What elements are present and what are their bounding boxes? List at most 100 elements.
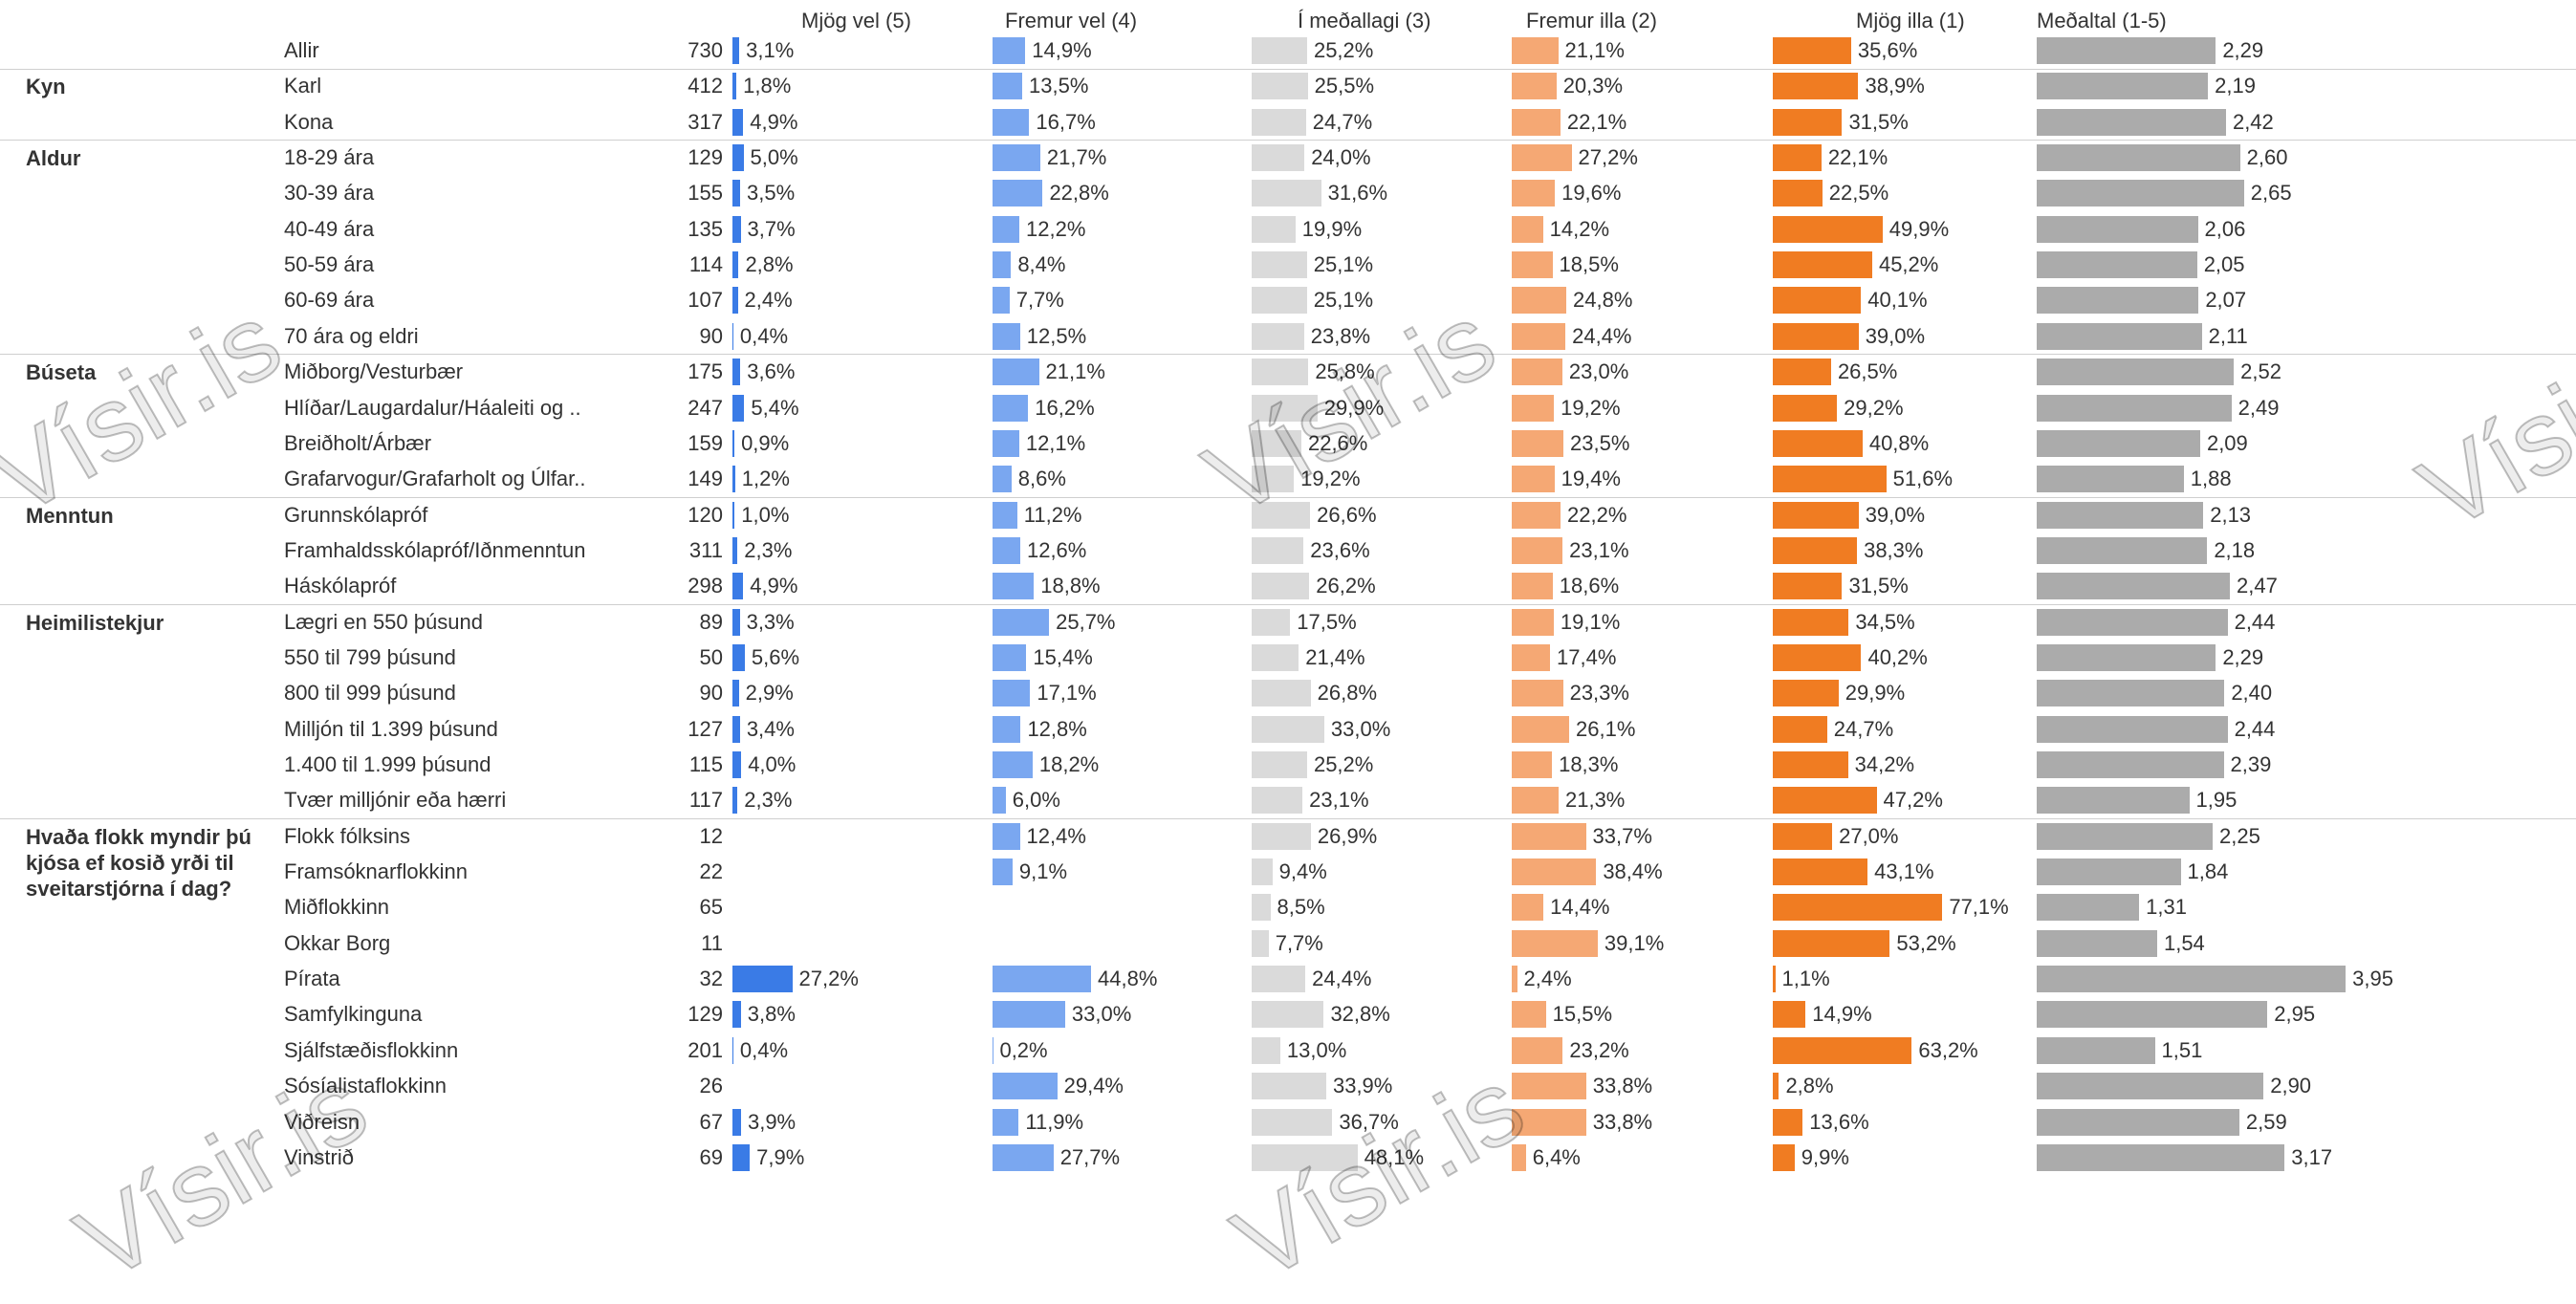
bar — [1512, 215, 1543, 243]
bar — [1252, 394, 1318, 422]
value-label: 0,2% — [999, 1037, 1048, 1062]
row-label: 550 til 799 þúsund — [284, 644, 456, 669]
value-label: 11,2% — [1023, 502, 1082, 527]
row-count: 175 — [688, 359, 723, 384]
bar — [1773, 359, 1831, 386]
bar — [1773, 287, 1862, 315]
bar — [993, 715, 1021, 743]
bar — [1773, 787, 1877, 815]
row-label: 18-29 ára — [284, 145, 375, 170]
value-label: 11,9% — [1025, 1109, 1084, 1134]
value-label: 5,4% — [751, 395, 799, 420]
value-label: 1,0% — [741, 502, 790, 527]
row-label: Framhaldsskólapróf/Iðnmenntun — [284, 537, 586, 562]
value-label: 33,9% — [1332, 1074, 1393, 1098]
value-label: 19,2% — [1561, 395, 1621, 420]
bar — [993, 287, 1010, 315]
column-header: Fremur vel (4) — [1005, 9, 1138, 33]
bar — [1512, 680, 1563, 707]
value-label: 3,1% — [746, 38, 795, 62]
bar — [732, 536, 738, 564]
row-label: Pírata — [284, 967, 340, 991]
bar — [1773, 536, 1858, 564]
bar — [2037, 608, 2228, 636]
bar — [1252, 359, 1309, 386]
row-count: 129 — [688, 145, 723, 170]
value-label: 29,2% — [1844, 395, 1904, 420]
bar — [2037, 322, 2202, 350]
bar — [1252, 251, 1307, 279]
value-label: 25,8% — [1315, 359, 1375, 384]
bar — [993, 144, 1040, 172]
value-label: 27,0% — [1839, 823, 1899, 848]
bar — [1512, 643, 1551, 671]
bar — [732, 1108, 741, 1136]
row-count: 127 — [688, 716, 723, 741]
bar — [993, 858, 1013, 886]
bar — [1773, 501, 1859, 529]
value-label: 16,7% — [1036, 109, 1096, 134]
bar — [1252, 573, 1310, 600]
bar — [993, 751, 1033, 778]
value-label: 6,0% — [1012, 788, 1060, 813]
value-label: 25,1% — [1313, 288, 1374, 313]
bar — [2037, 858, 2181, 886]
bar — [1252, 180, 1321, 207]
row-label: 800 til 999 þúsund — [284, 681, 456, 706]
bar — [1773, 966, 1776, 993]
row-count: 155 — [688, 181, 723, 206]
value-label: 18,3% — [1559, 752, 1619, 776]
value-label: 25,2% — [1313, 752, 1374, 776]
value-label: 48,1% — [1364, 1144, 1425, 1169]
bar — [1252, 215, 1296, 243]
bar — [2037, 215, 2198, 243]
bar — [2037, 1036, 2155, 1064]
value-label: 21,1% — [1564, 38, 1625, 62]
row-label: 40-49 ára — [284, 216, 375, 241]
bar — [1252, 1143, 1358, 1171]
value-label: 2,95 — [2274, 1002, 2316, 1027]
value-label: 2,65 — [2250, 181, 2292, 206]
value-label: 33,0% — [1071, 1002, 1132, 1027]
bar — [1512, 1036, 1563, 1064]
value-label: 77,1% — [1949, 895, 2009, 920]
bar — [732, 1036, 733, 1064]
value-label: 2,09 — [2206, 430, 2248, 455]
group-label: Hvaða flokk myndir þú kjósa ef kosið yrð… — [26, 824, 251, 901]
value-label: 2,3% — [744, 788, 793, 813]
bar — [1252, 787, 1303, 815]
value-label: 2,05 — [2203, 252, 2245, 277]
value-label: 44,8% — [1098, 967, 1158, 991]
value-label: 21,4% — [1305, 644, 1365, 669]
value-label: 39,0% — [1865, 323, 1926, 348]
bar — [732, 359, 741, 386]
bar — [732, 180, 741, 207]
value-label: 7,7% — [1015, 288, 1064, 313]
bar — [1252, 73, 1308, 100]
value-label: 2,40 — [2231, 681, 2273, 706]
value-label: 36,7% — [1339, 1109, 1399, 1134]
bar — [732, 466, 735, 493]
value-label: 19,2% — [1300, 467, 1361, 491]
value-label: 18,8% — [1040, 574, 1101, 598]
row-count: 311 — [688, 537, 723, 562]
value-label: 9,1% — [1018, 859, 1068, 884]
bar — [732, 394, 745, 422]
value-label: 53,2% — [1896, 930, 1956, 955]
row-count: 32 — [699, 967, 723, 991]
value-label: 2,29 — [2222, 644, 2264, 669]
bar — [1512, 787, 1559, 815]
bar — [1252, 144, 1305, 172]
value-label: 2,07 — [2205, 288, 2247, 313]
bar — [732, 501, 735, 529]
value-label: 31,5% — [1848, 109, 1909, 134]
value-label: 3,17 — [2291, 1144, 2333, 1169]
value-label: 9,4% — [1278, 859, 1327, 884]
group-label: Heimilistekjur — [26, 610, 164, 635]
bar — [1773, 1001, 1806, 1029]
value-label: 3,5% — [747, 181, 796, 206]
value-label: 27,2% — [798, 967, 859, 991]
value-label: 2,52 — [2240, 359, 2281, 384]
value-label: 3,8% — [747, 1002, 796, 1027]
value-label: 3,9% — [747, 1109, 797, 1134]
